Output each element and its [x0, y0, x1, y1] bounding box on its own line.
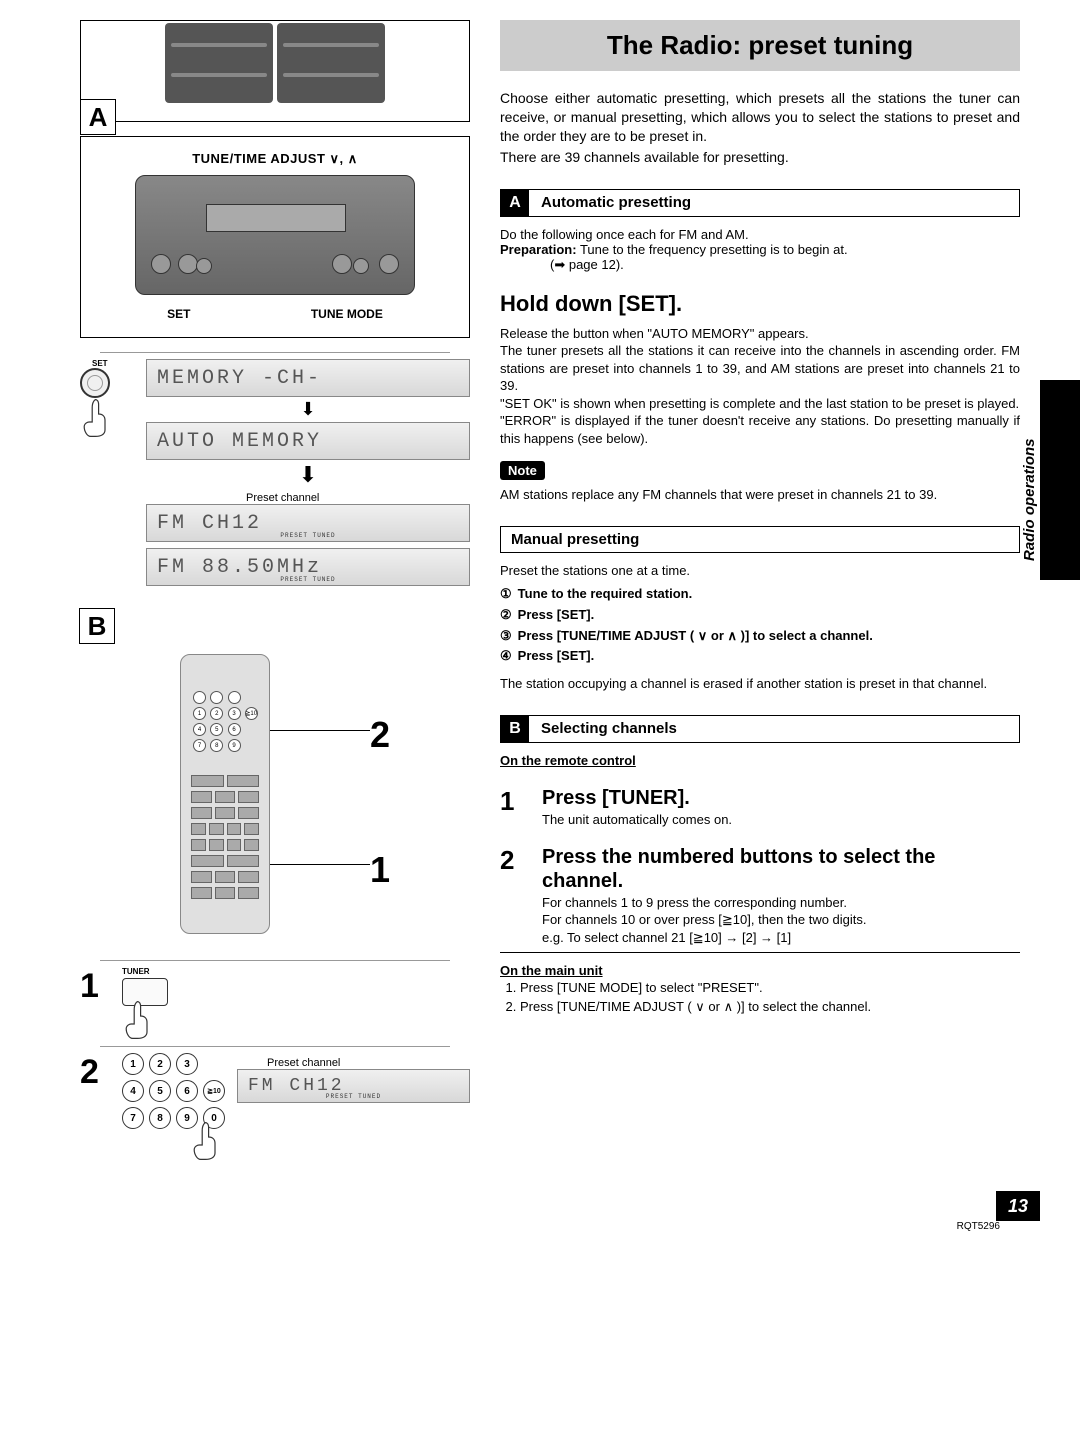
remote-control-icon: 123≧10 456 789 — [180, 654, 270, 934]
page-number: 13 — [996, 1191, 1040, 1221]
lcd-auto-memory: AUTO MEMORY — [146, 422, 470, 460]
set-label: SET — [167, 307, 190, 321]
callout-1: 1 — [370, 849, 390, 891]
left-diagram-column: A TUNE/TIME ADJUST ∨, ∧ SET TUNE MODE SE… — [80, 20, 470, 1161]
left-step-1-num: 1 — [80, 967, 110, 1006]
side-tab-black — [1040, 380, 1080, 580]
section-a-bar: A Automatic presetting — [500, 189, 1020, 217]
letter-b-badge: B — [79, 608, 115, 644]
left-step-2-num: 2 — [80, 1053, 110, 1092]
on-remote-label: On the remote control — [500, 753, 1020, 768]
preset-channel-label: Preset channel — [246, 492, 470, 504]
manual-steps-list: Tune to the required station. Press [SET… — [500, 584, 1020, 667]
tuner-unit-icon — [135, 175, 415, 295]
on-main-unit-label: On the main unit — [500, 963, 1020, 978]
letter-a-badge: A — [80, 99, 116, 135]
lcd-memory-ch: MEMORY -CH- — [146, 359, 470, 397]
intro-text: Choose either automatic presetting, whic… — [500, 89, 1020, 146]
page-title: The Radio: preset tuning — [500, 20, 1020, 71]
auto-line1: Do the following once each for FM and AM… — [500, 227, 1020, 242]
step-2-num: 2 — [500, 845, 526, 876]
number-keypad-icon: 123 456≧10 7890 — [122, 1053, 225, 1129]
step-2-title: Press the numbered buttons to select the… — [542, 845, 1020, 893]
hold-down-set: Hold down [SET]. — [500, 291, 1020, 317]
stereo-system-icon — [165, 23, 385, 103]
lcd-fm-ch12-b: FM CH12 PRESET TUNED — [237, 1069, 470, 1103]
doc-id: RQT5296 — [0, 1221, 1040, 1232]
set-button-press-icon: SET — [80, 359, 140, 438]
main-unit-steps: Press [TUNE MODE] to select "PRESET". Pr… — [500, 978, 1020, 1017]
prep-ref: (➡ page 12). — [550, 257, 1020, 273]
lcd-fm-freq: FM 88.50MHz PRESET TUNED — [146, 548, 470, 586]
diagram-a-box — [80, 20, 470, 122]
intro-text-2: There are 39 channels available for pres… — [500, 148, 1020, 167]
tune-mode-label: TUNE MODE — [311, 307, 383, 321]
right-text-column: The Radio: preset tuning Choose either a… — [500, 20, 1040, 1161]
note-badge: Note — [500, 461, 545, 480]
lcd-fm-ch12: FM CH12 PRESET TUNED — [146, 504, 470, 542]
manual-presetting-bar: Manual presetting — [500, 526, 1020, 553]
callout-2: 2 — [370, 714, 390, 756]
step-1-num: 1 — [500, 786, 526, 817]
section-b-bar: B Selecting channels — [500, 715, 1020, 743]
step-1-title: Press [TUNER]. — [542, 786, 1020, 810]
side-tab-label: Radio operations — [1022, 439, 1039, 562]
tuner-diagram-box: A TUNE/TIME ADJUST ∨, ∧ SET TUNE MODE — [80, 136, 470, 338]
tune-time-adjust-label: TUNE/TIME ADJUST ∨, ∧ — [87, 151, 463, 167]
